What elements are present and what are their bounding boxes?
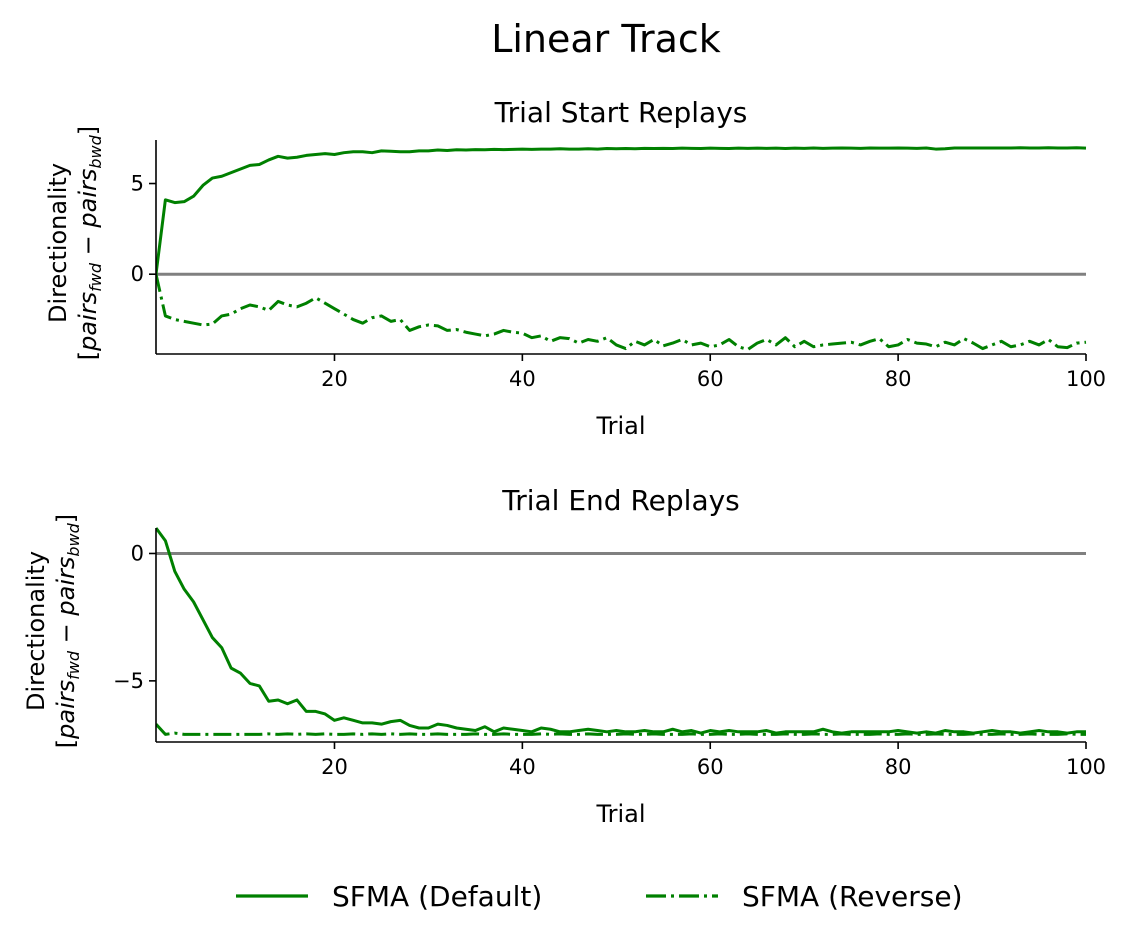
panel-end: 20 40 60 80 100 −5 0 Trial End Replays Trial Dire… xyxy=(22,484,1106,828)
legend-label-default: SFMA (Default) xyxy=(332,880,542,913)
y-tick-label: 0 xyxy=(131,262,144,286)
x-tick-label: 100 xyxy=(1066,367,1106,391)
x-tick-label: 60 xyxy=(697,367,724,391)
x-tick-label: 40 xyxy=(509,367,536,391)
series-line-reverse xyxy=(156,273,1087,351)
x-tick-label: 80 xyxy=(885,367,912,391)
panel-title: Trial Start Replays xyxy=(494,96,748,129)
figure-title: Linear Track xyxy=(491,17,721,61)
x-tick-label: 40 xyxy=(509,755,536,779)
x-tick-label: 20 xyxy=(321,367,348,391)
panel-start: 20 40 60 80 100 0 5 Trial Start Replays Trial Dir… xyxy=(44,96,1106,440)
y-axis-label: Directionality xyxy=(22,551,50,711)
legend-label-reverse: SFMA (Reverse) xyxy=(742,880,963,913)
x-tick-label: 100 xyxy=(1066,755,1106,779)
panel-title: Trial End Replays xyxy=(501,484,740,517)
series-line-reverse xyxy=(156,723,1086,736)
y-tick-label: −5 xyxy=(113,669,144,693)
series-line-default xyxy=(156,527,1086,735)
x-tick-label: 60 xyxy=(697,755,724,779)
legend: SFMA (Default) SFMA (Reverse) xyxy=(236,880,963,913)
y-tick-label: 0 xyxy=(131,541,144,565)
y-axis-label-formula: [pairsfwd − pairsbwd] xyxy=(52,514,83,748)
x-axis-label: Trial xyxy=(595,800,645,828)
series-line-default xyxy=(156,146,1087,275)
x-tick-label: 20 xyxy=(321,755,348,779)
y-axis-label: Directionality xyxy=(44,163,72,323)
x-tick-label: 80 xyxy=(885,755,912,779)
y-axis-label-formula: [pairsfwd − pairsbwd] xyxy=(74,126,105,360)
y-tick-label: 5 xyxy=(131,172,144,196)
x-axis-label: Trial xyxy=(595,412,645,440)
